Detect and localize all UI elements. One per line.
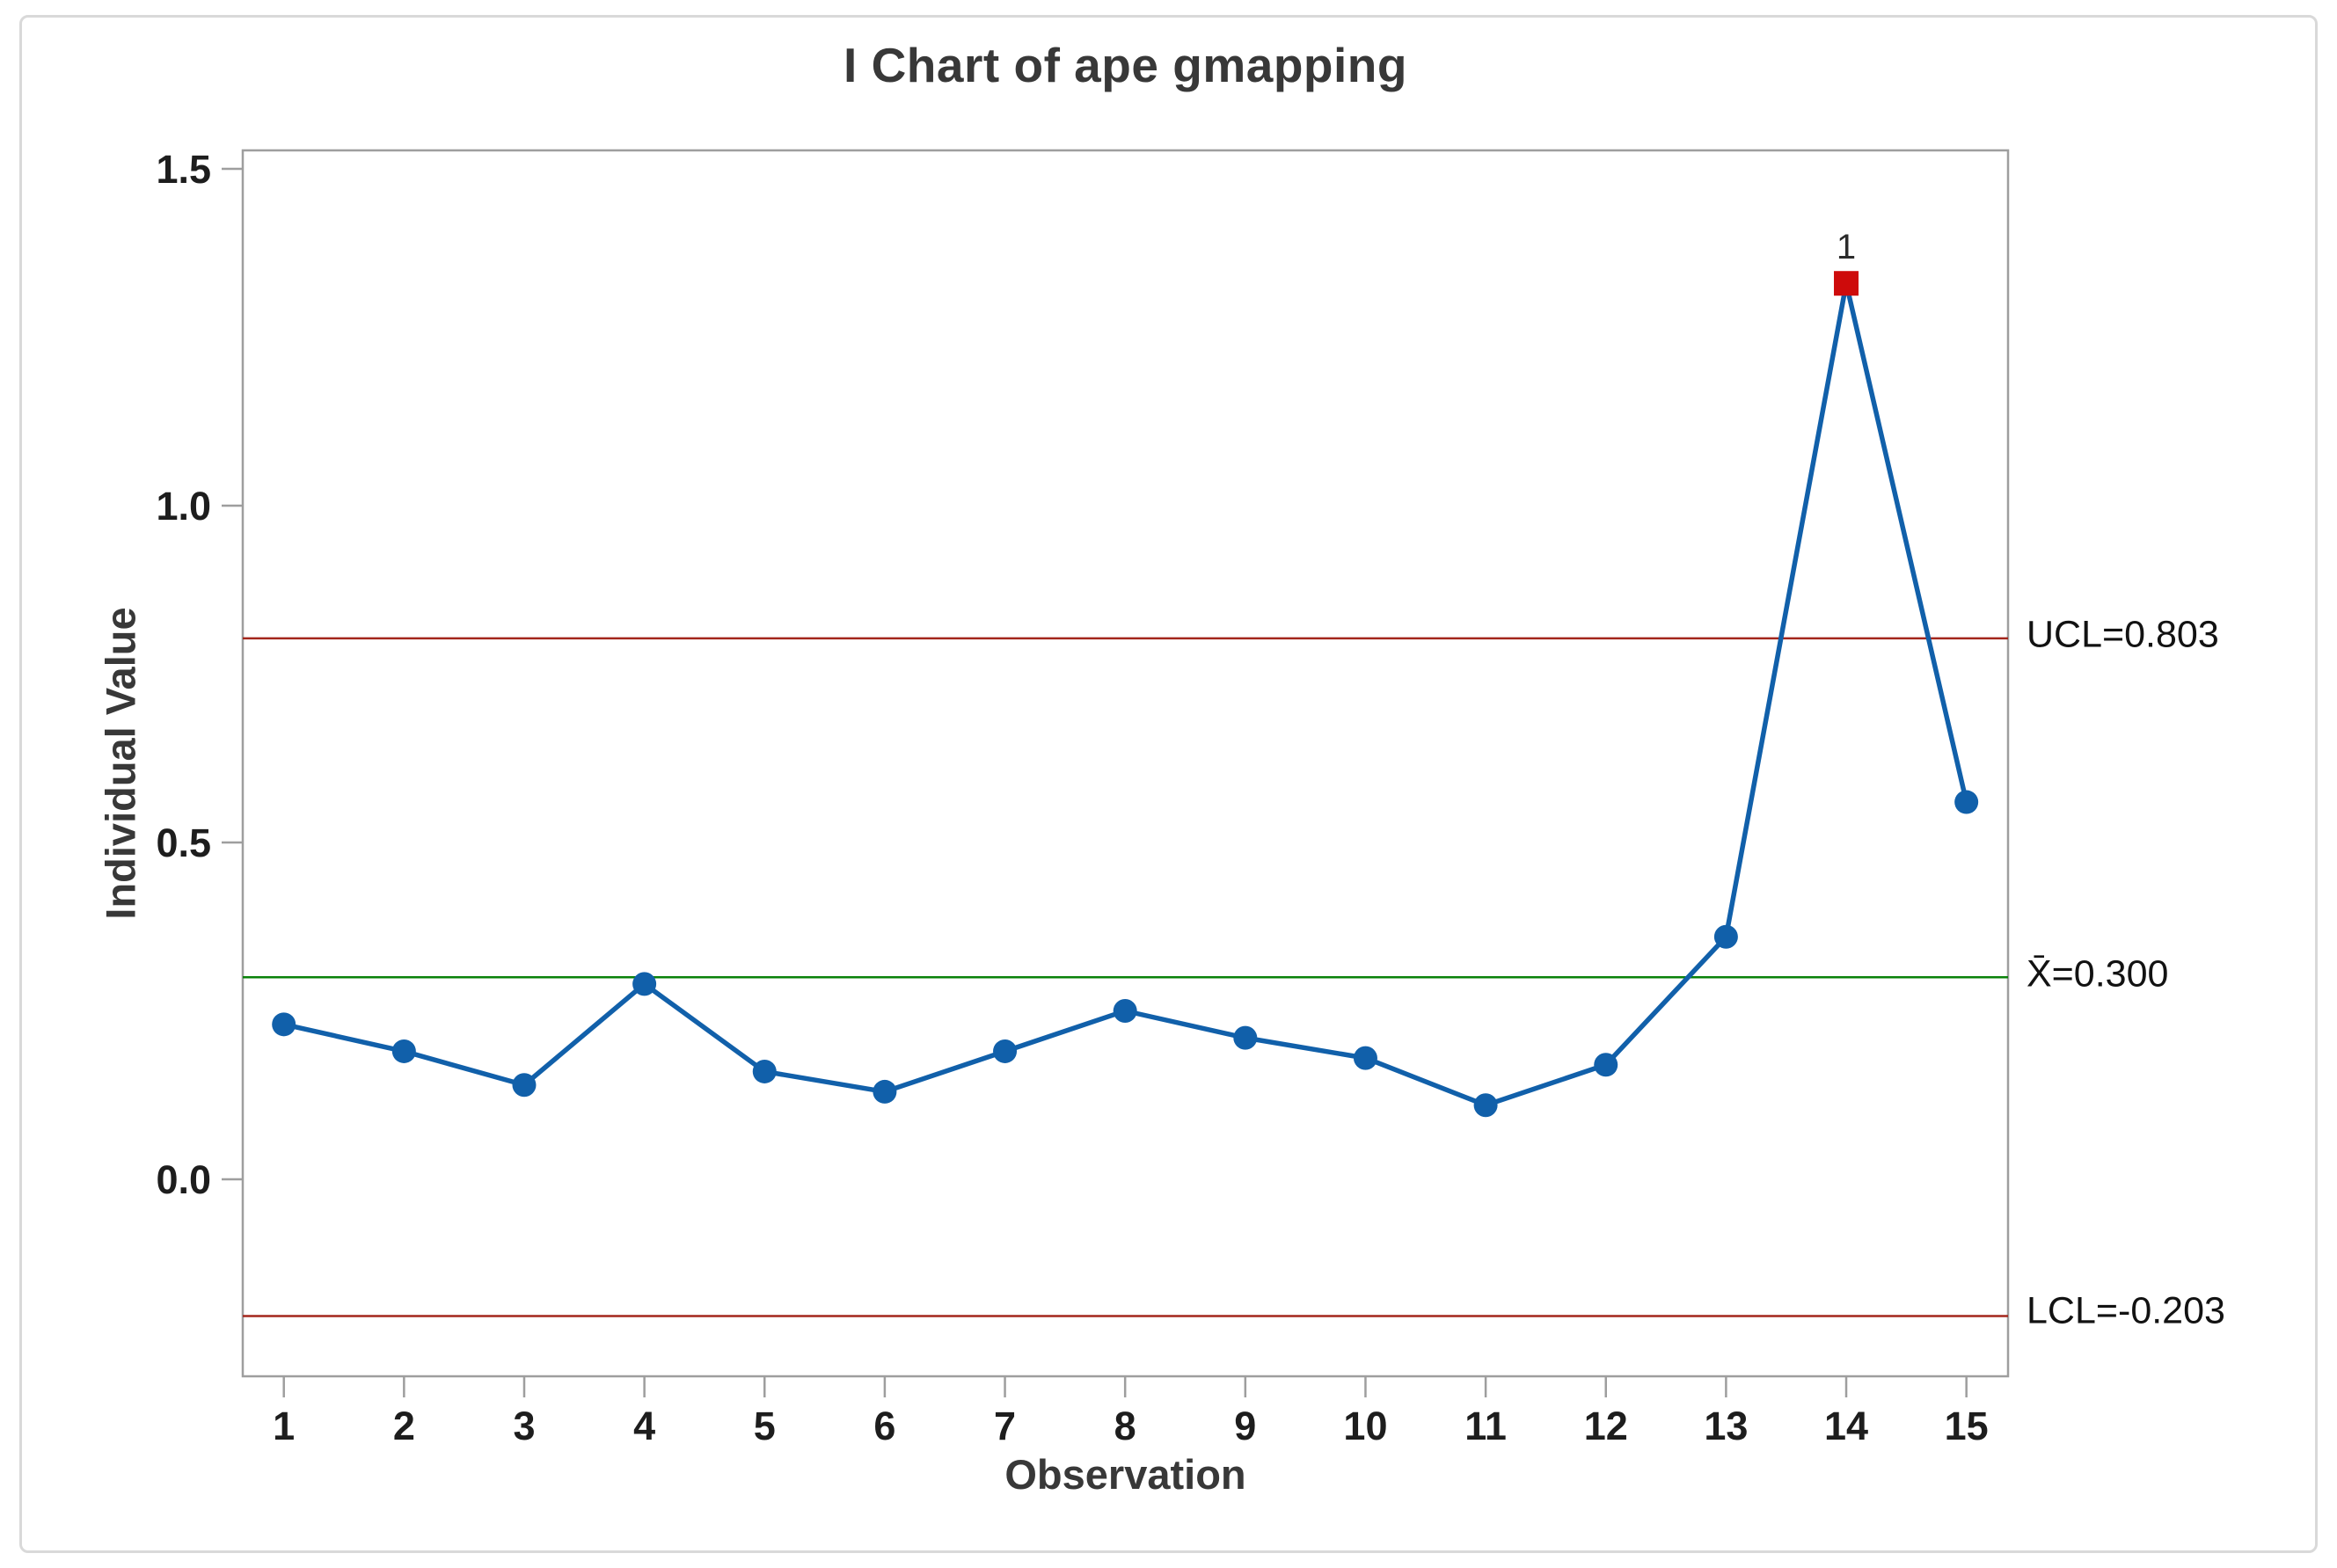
lcl-line-label: LCL=-0.203 xyxy=(2027,1289,2225,1332)
ucl-line-label: UCL=0.803 xyxy=(2027,613,2219,656)
series-line xyxy=(281,281,1969,1108)
data-point xyxy=(1713,924,1738,949)
y-tick-label: 0.0 xyxy=(156,1157,211,1202)
out-of-control-marker xyxy=(1834,271,1859,296)
x-tick-label: 4 xyxy=(633,1404,655,1448)
data-point xyxy=(1113,999,1137,1023)
y-axis-label: Individual Value xyxy=(97,607,144,920)
data-point xyxy=(1473,1093,1498,1118)
x-tick-label: 7 xyxy=(994,1404,1016,1448)
x-tick-label: 15 xyxy=(1945,1404,1989,1448)
center-line-label: X̄=0.300 xyxy=(2027,952,2169,995)
chart-card xyxy=(19,15,2318,1553)
x-tick-label: 6 xyxy=(873,1404,895,1448)
x-tick-label: 12 xyxy=(1584,1404,1628,1448)
y-tick-label: 1.0 xyxy=(156,484,211,529)
y-tick-label: 0.5 xyxy=(156,820,211,865)
x-axis-label: Observation xyxy=(1004,1451,1246,1498)
x-tick-label: 10 xyxy=(1343,1404,1387,1448)
x-tick-label: 1 xyxy=(273,1404,295,1448)
data-point xyxy=(1353,1046,1377,1070)
out-of-control-flag-label: 1 xyxy=(1837,228,1856,266)
x-tick-label: 13 xyxy=(1704,1404,1748,1448)
data-point xyxy=(1594,1053,1618,1077)
x-tick-label: 9 xyxy=(1234,1404,1256,1448)
data-point xyxy=(1954,790,1979,814)
chart-title: I Chart of ape gmapping xyxy=(844,38,1407,92)
x-tick-label: 5 xyxy=(754,1404,776,1448)
x-tick-label: 3 xyxy=(513,1404,535,1448)
y-tick-label: 1.5 xyxy=(156,147,211,192)
x-tick-label: 2 xyxy=(393,1404,415,1448)
data-point xyxy=(993,1039,1018,1063)
x-tick-label: 14 xyxy=(1824,1404,1868,1448)
data-point xyxy=(512,1073,537,1098)
data-point xyxy=(873,1079,897,1104)
x-tick-label: 8 xyxy=(1114,1404,1136,1448)
data-point xyxy=(391,1039,416,1063)
x-tick-label: 11 xyxy=(1464,1404,1507,1448)
plot-border xyxy=(241,149,2010,1378)
data-point xyxy=(272,1012,296,1037)
data-point xyxy=(752,1059,777,1083)
data-point xyxy=(1233,1025,1258,1050)
data-point xyxy=(632,972,657,996)
